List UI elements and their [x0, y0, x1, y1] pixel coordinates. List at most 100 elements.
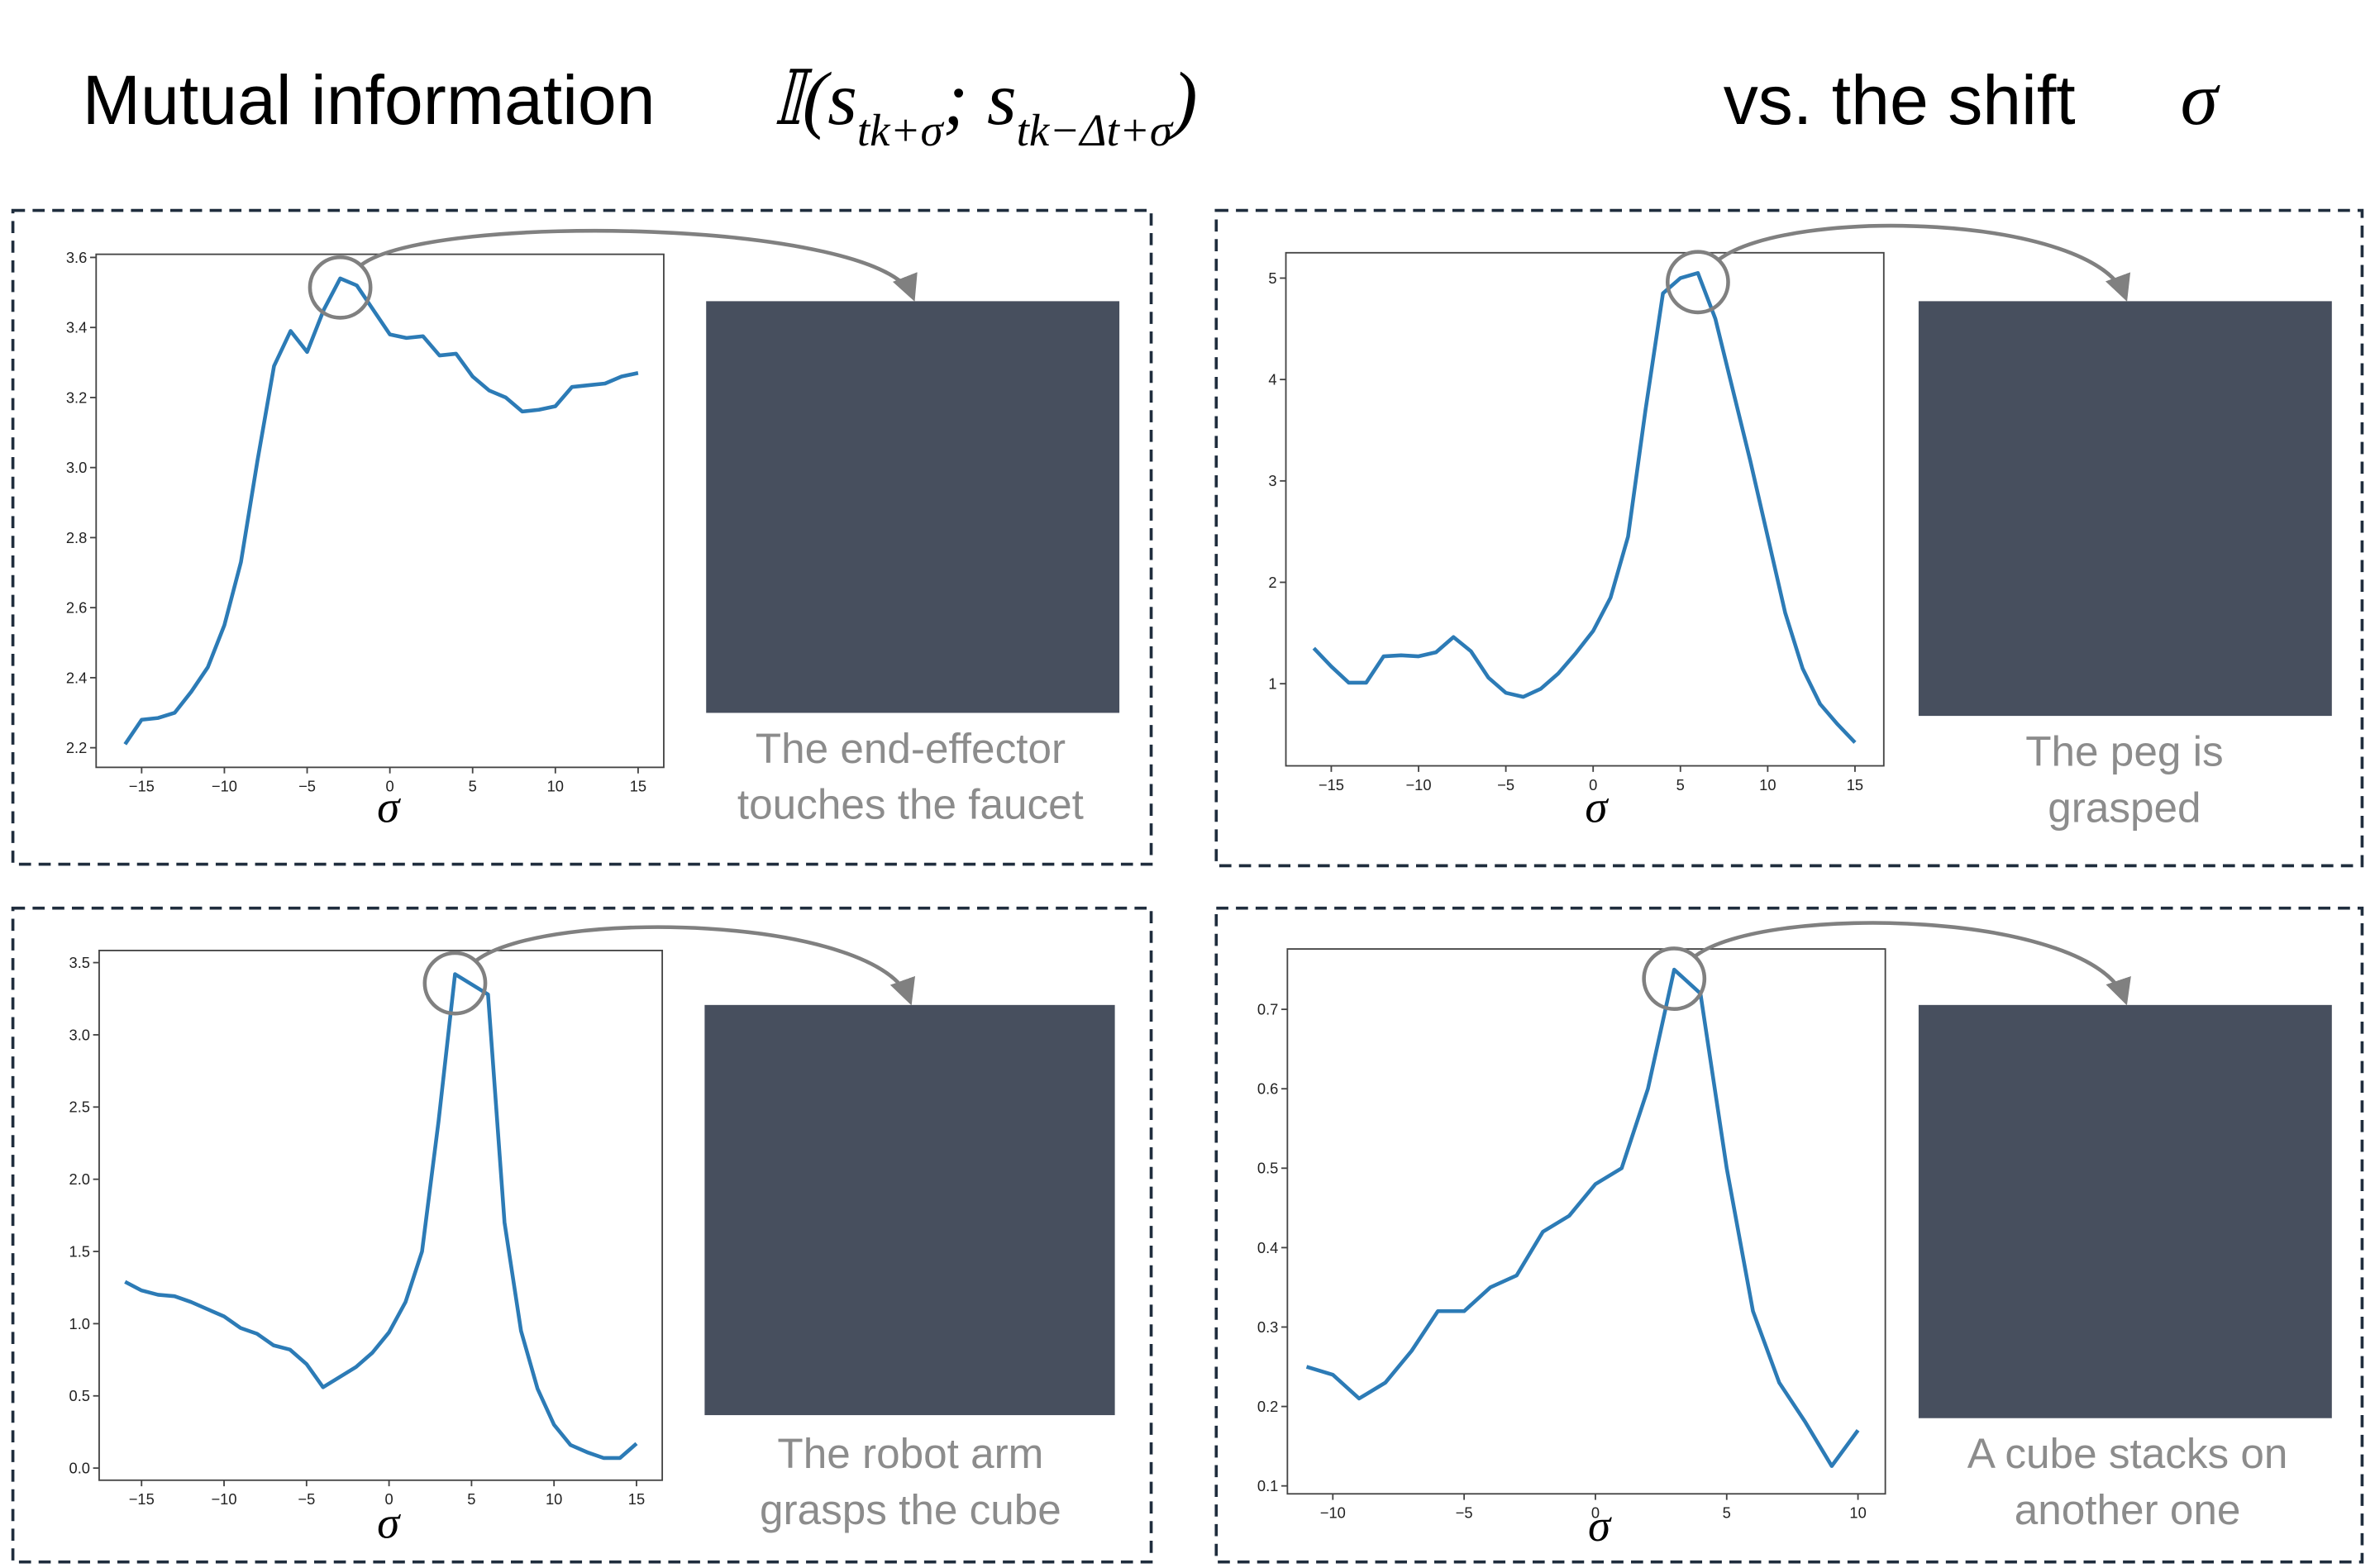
y-tick-label: 3.4 [66, 319, 87, 336]
y-tick-label: 1 [1268, 675, 1276, 693]
x-tick-label: −10 [1320, 1504, 1346, 1522]
panel-border [1214, 208, 2364, 868]
scene-image [1918, 301, 2332, 717]
x-tick-label: 10 [547, 778, 564, 795]
title-lead: Mutual information [83, 61, 656, 139]
y-tick-label: 3.2 [66, 388, 87, 406]
x-tick-label: 15 [630, 778, 646, 795]
caption: grasped [2048, 784, 2201, 831]
y-tick-label: 0.5 [69, 1387, 90, 1404]
x-tick-label: −10 [212, 778, 237, 795]
x-tick-label: 0 [385, 1490, 393, 1508]
data-line [124, 972, 638, 1461]
y-tick-label: 0.7 [1257, 1001, 1278, 1018]
y-tick-label: 2.6 [66, 599, 87, 617]
title-tail: vs. the shift [1724, 61, 2076, 139]
x-tick-label: 5 [467, 1490, 475, 1508]
scene-image [1918, 1004, 2332, 1418]
x-axis-label: σ [1588, 1500, 1612, 1551]
x-axis-label: σ [377, 1497, 401, 1547]
x-tick-label: 5 [1723, 1504, 1731, 1522]
peak-highlight [308, 255, 373, 320]
formula: 𝕀(s [773, 56, 857, 141]
y-tick-label: 2 [1268, 574, 1276, 591]
y-tick-label: 3.0 [69, 1026, 90, 1043]
y-tick-label: 1.0 [69, 1315, 90, 1332]
panel-border [1214, 906, 2364, 1564]
y-tick-label: 2.4 [66, 669, 87, 686]
x-tick-label: 0 [1591, 1504, 1600, 1522]
y-tick-label: 0.1 [1257, 1477, 1278, 1494]
annotation-arrow [1718, 223, 2130, 302]
scene-image [706, 301, 1120, 713]
x-tick-label: 15 [1847, 776, 1863, 794]
peak-highlight [422, 951, 488, 1016]
data-line [1305, 967, 1860, 1468]
y-tick-label: 1.5 [69, 1242, 90, 1260]
plot-area [95, 253, 665, 769]
formula: ) [1168, 56, 1198, 141]
data-line [123, 276, 639, 746]
caption: The robot arm [777, 1430, 1043, 1477]
formula: ; s [943, 56, 1017, 141]
plot-area [98, 950, 664, 1481]
formula-sub: tk+σ [857, 105, 945, 155]
caption: The end-effector [756, 725, 1066, 772]
data-line [1312, 271, 1857, 744]
title-symbol: σ [2181, 56, 2221, 141]
annotation-arrow [1694, 921, 2131, 1006]
caption: A cube stacks on [1967, 1430, 2288, 1477]
panel-border [11, 906, 1153, 1564]
x-tick-label: −15 [1319, 776, 1344, 794]
caption: another one [2015, 1486, 2241, 1533]
scene-image [704, 1004, 1115, 1416]
y-tick-label: 0.0 [69, 1460, 90, 1477]
plot-area [1286, 948, 1886, 1495]
x-tick-label: 10 [546, 1490, 562, 1508]
annotation-arrow [360, 228, 918, 302]
annotation-arrow [475, 925, 915, 1006]
title: Mutual information 𝕀(stk+σ; stk−Δt+σ) vs… [83, 56, 2221, 155]
y-tick-label: 0.6 [1257, 1080, 1278, 1098]
peak-highlight [1642, 946, 1707, 1011]
y-tick-label: 2.8 [66, 529, 87, 546]
x-tick-label: −15 [129, 1490, 155, 1508]
y-tick-label: 2.0 [69, 1170, 90, 1188]
x-tick-label: 0 [386, 778, 394, 795]
peak-highlight [1665, 250, 1730, 315]
x-tick-label: 0 [1589, 776, 1597, 794]
panel-border [11, 208, 1153, 866]
y-tick-label: 2.2 [66, 739, 87, 756]
caption: The peg is [2025, 728, 2223, 775]
y-tick-label: 3.6 [66, 249, 87, 266]
y-tick-label: 0.4 [1257, 1239, 1278, 1256]
x-tick-label: −15 [129, 778, 155, 795]
x-tick-label: −5 [298, 1490, 315, 1508]
x-tick-label: 10 [1849, 1504, 1866, 1522]
caption: touches the faucet [737, 781, 1084, 828]
y-tick-label: 0.5 [1257, 1160, 1278, 1177]
y-tick-label: 3.0 [66, 459, 87, 476]
x-tick-label: −5 [1497, 776, 1514, 794]
x-tick-label: −5 [1456, 1504, 1473, 1522]
y-tick-label: 0.2 [1257, 1398, 1278, 1415]
y-tick-label: 0.3 [1257, 1318, 1278, 1336]
y-tick-label: 3 [1268, 472, 1276, 489]
plot-area [1285, 251, 1885, 767]
x-tick-label: 10 [1759, 776, 1776, 794]
formula-sub: tk−Δt+σ [1017, 105, 1174, 155]
y-tick-label: 5 [1268, 269, 1276, 287]
x-tick-label: 5 [1676, 776, 1685, 794]
y-tick-label: 3.5 [69, 954, 90, 971]
y-tick-label: 4 [1268, 371, 1276, 388]
caption: grasps the cube [760, 1486, 1061, 1533]
x-tick-label: 5 [469, 778, 477, 795]
x-tick-label: −10 [212, 1490, 237, 1508]
x-axis-label: σ [1585, 781, 1609, 832]
x-tick-label: −10 [1405, 776, 1431, 794]
y-tick-label: 2.5 [69, 1099, 90, 1116]
x-tick-label: 15 [628, 1490, 645, 1508]
x-tick-label: −5 [298, 778, 316, 795]
x-axis-label: σ [377, 781, 401, 832]
